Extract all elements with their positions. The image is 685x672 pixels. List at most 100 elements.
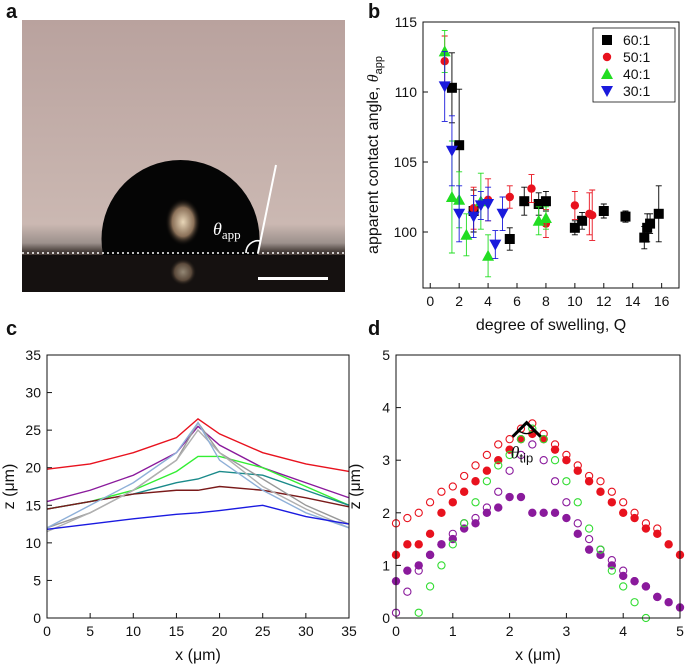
tip-angle-arc (518, 430, 535, 435)
legend-label: 50:1 (623, 49, 650, 65)
legend-label: 40:1 (623, 66, 650, 82)
marker (653, 208, 664, 219)
marker (596, 545, 605, 554)
marker (539, 434, 548, 444)
panel-label: d (368, 318, 380, 340)
panel-label: c (6, 318, 17, 340)
marker (403, 540, 412, 549)
marker (619, 582, 628, 591)
marker (505, 492, 514, 502)
marker (607, 566, 616, 575)
marker (467, 211, 480, 223)
marker (570, 201, 580, 210)
plot-area (391, 419, 685, 623)
x-tick-label: 5 (86, 623, 94, 639)
marker (403, 587, 412, 596)
x-tick-label: 12 (596, 293, 612, 309)
reflection (169, 258, 197, 286)
y-axis-title-text: z (μm) (1, 464, 18, 510)
marker (573, 529, 582, 539)
marker (516, 450, 526, 460)
tip-angle-subscript: tip (519, 451, 533, 466)
marker (532, 214, 545, 226)
marker (584, 524, 594, 533)
marker (482, 450, 492, 460)
angle-subscript: app (222, 227, 241, 242)
profile-line (46, 485, 350, 510)
marker (569, 222, 580, 233)
y-tick-label: 1 (382, 557, 390, 573)
marker (540, 196, 551, 207)
y-axis-title-text: z (μm) (347, 464, 364, 510)
y-tick-label: 25 (25, 422, 41, 438)
x-tick-label: 0 (43, 623, 51, 639)
legend: 60:150:140:130:1 (592, 27, 676, 103)
marker (664, 598, 673, 607)
marker (437, 561, 446, 570)
marker (641, 524, 651, 533)
x-tick-label: 4 (619, 623, 627, 639)
marker (573, 466, 582, 475)
marker (516, 434, 526, 444)
marker (550, 508, 560, 517)
y-axis-title: apparent contact angle, θapp (365, 56, 385, 254)
y-tick-label: 105 (394, 154, 418, 170)
y-tick-label: 0 (33, 610, 41, 626)
marker (482, 466, 492, 475)
profile-line (46, 504, 350, 531)
marker (653, 529, 662, 539)
marker (573, 519, 582, 528)
marker (664, 540, 673, 549)
marker (445, 145, 458, 157)
marker (414, 561, 423, 570)
x-tick-label: 5 (676, 623, 684, 639)
x-tick-label: 30 (298, 623, 314, 639)
marker (482, 249, 495, 261)
marker (620, 211, 631, 222)
marker (414, 540, 423, 549)
y-tick-label: 20 (25, 460, 41, 476)
marker (482, 199, 495, 210)
marker (494, 487, 503, 496)
marker (471, 498, 480, 507)
legend-marker (602, 52, 612, 62)
marker (460, 519, 469, 528)
marker (425, 498, 435, 507)
marker (459, 487, 469, 496)
marker (533, 199, 544, 209)
marker (482, 508, 492, 517)
marker (448, 540, 457, 549)
x-tick-label: 15 (169, 623, 185, 639)
marker (577, 215, 588, 226)
marker (562, 456, 571, 465)
panel-label: b (368, 1, 380, 23)
marker (539, 212, 552, 223)
marker (425, 550, 435, 560)
x-tick-label: 16 (654, 293, 670, 309)
plot-frame (395, 354, 681, 619)
marker (539, 435, 548, 444)
marker (619, 498, 628, 507)
panel-label: a (6, 1, 18, 23)
y-tick-label: 2 (382, 505, 390, 521)
marker (489, 239, 502, 251)
plot-area (438, 29, 664, 278)
x-tick-label: 4 (484, 293, 492, 309)
x-axis-title: x (μm) (515, 647, 561, 664)
legend-label: 30:1 (623, 83, 650, 99)
marker (562, 513, 571, 523)
y-tick-label: 110 (395, 84, 418, 100)
angle-symbol: θ (213, 219, 222, 239)
marker (573, 498, 582, 507)
marker (482, 477, 492, 486)
legend-label: 60:1 (623, 32, 650, 48)
marker (448, 482, 457, 491)
marker (471, 477, 480, 486)
marker (527, 184, 536, 193)
marker (437, 540, 446, 549)
legend-marker (602, 35, 612, 45)
marker (414, 608, 423, 617)
marker (505, 450, 514, 460)
marker (584, 477, 594, 486)
x-tick-label: 6 (513, 293, 521, 309)
